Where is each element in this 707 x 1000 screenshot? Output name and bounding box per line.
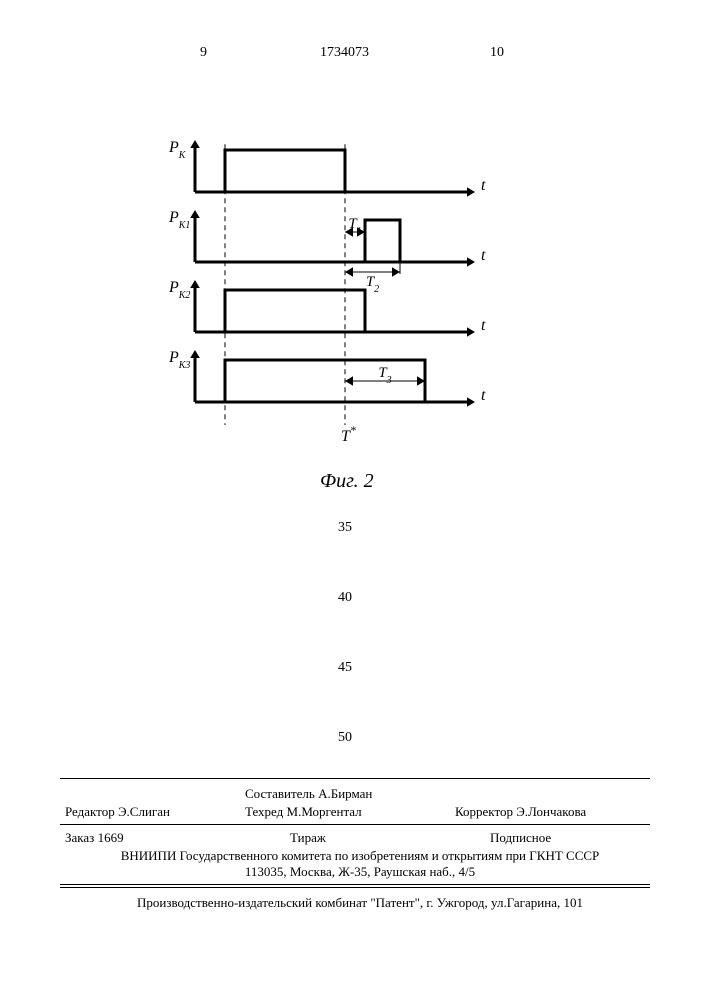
header-doc-number: 1734073 bbox=[320, 45, 369, 61]
svg-text:T*: T* bbox=[341, 423, 356, 445]
compiler-name: А.Бирман bbox=[318, 786, 372, 801]
svg-text:T2: T2 bbox=[366, 274, 379, 295]
publisher-line: Производственно-издательский комбинат "П… bbox=[100, 895, 620, 911]
editor-name: Э.Слиган bbox=[118, 804, 170, 819]
svg-text:PК1: PК1 bbox=[168, 209, 190, 231]
svg-text:PК2: PК2 bbox=[168, 279, 190, 301]
figure-caption: Фиг. 2 bbox=[320, 470, 374, 493]
corrector-label: Корректор bbox=[455, 804, 513, 819]
compiler: Составитель А.Бирман bbox=[245, 786, 372, 802]
svg-text:t: t bbox=[481, 387, 486, 404]
svg-text:PК: PК bbox=[168, 139, 187, 161]
vniipi-address: 113035, Москва, Ж-35, Раушская наб., 4/5 bbox=[100, 864, 620, 880]
rule-double-2 bbox=[60, 887, 650, 888]
techred: Техред М.Моргентал bbox=[245, 804, 362, 820]
vniipi-line: ВНИИПИ Государственного комитета по изоб… bbox=[100, 848, 620, 864]
rule-double-1 bbox=[60, 884, 650, 885]
svg-text:PК3: PК3 bbox=[168, 349, 190, 371]
podpisnoe: Подписное bbox=[490, 830, 551, 846]
linenum-50: 50 bbox=[338, 730, 352, 746]
order: Заказ 1669 bbox=[65, 830, 124, 846]
header-left-col: 9 bbox=[200, 45, 207, 61]
rule-above-credits bbox=[60, 778, 650, 779]
corrector: Корректор Э.Лончакова bbox=[455, 804, 586, 820]
tirazh: Тираж bbox=[290, 830, 326, 846]
header-right-col: 10 bbox=[490, 45, 504, 61]
patent-page: 9 1734073 10 PКtPК1tPК2tPК3tT1T2T3T* Фиг… bbox=[0, 0, 707, 1000]
techred-name: М.Моргентал bbox=[287, 804, 362, 819]
rule-mid-credits bbox=[60, 824, 650, 825]
corrector-name: Э.Лончакова bbox=[516, 804, 586, 819]
linenum-40: 40 bbox=[338, 590, 352, 606]
svg-text:T3: T3 bbox=[378, 365, 391, 386]
techred-label: Техред bbox=[245, 804, 283, 819]
linenum-35: 35 bbox=[338, 520, 352, 536]
svg-text:t: t bbox=[481, 317, 486, 334]
linenum-45: 45 bbox=[338, 660, 352, 676]
svg-text:t: t bbox=[481, 247, 486, 264]
svg-text:t: t bbox=[481, 177, 486, 194]
figure-timing-diagram: PКtPК1tPК2tPК3tT1T2T3T* bbox=[165, 130, 525, 470]
order-number: 1669 bbox=[98, 830, 124, 845]
order-label: Заказ bbox=[65, 830, 94, 845]
editor: Редактор Э.Слиган bbox=[65, 804, 170, 820]
editor-label: Редактор bbox=[65, 804, 115, 819]
timing-svg: PКtPК1tPК2tPК3tT1T2T3T* bbox=[165, 130, 525, 470]
compiler-label: Составитель bbox=[245, 786, 315, 801]
